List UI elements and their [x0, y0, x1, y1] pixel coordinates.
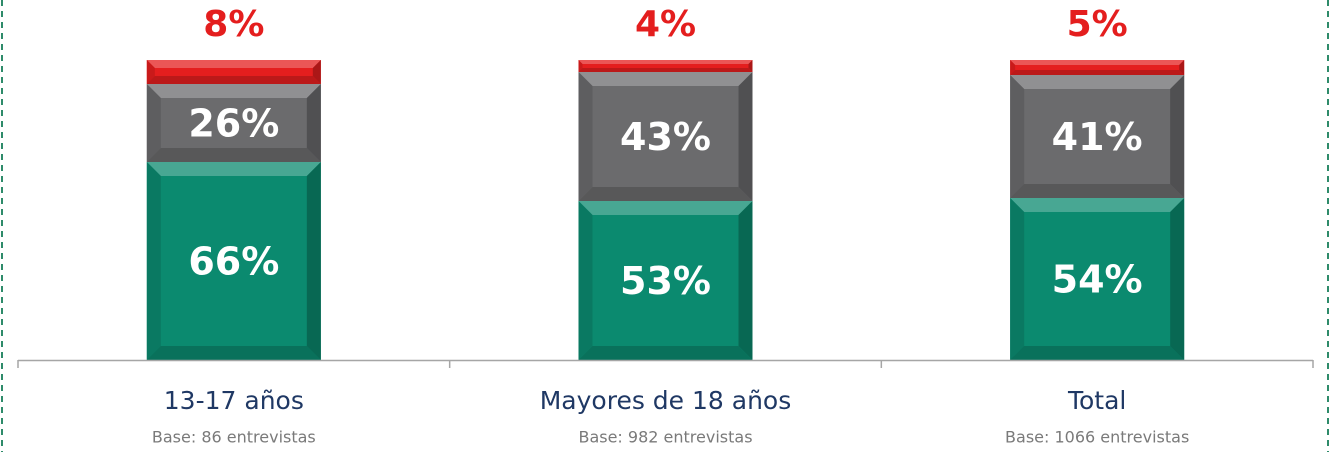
bar-bevel-left — [1010, 198, 1025, 360]
bar-segment — [1010, 75, 1185, 198]
x-tick-label: Mayores de 18 años — [540, 386, 792, 415]
bar-bevel-bottom — [146, 346, 321, 360]
data-label: 43% — [620, 115, 711, 159]
data-label: 8% — [203, 4, 264, 45]
bar-bevel-top — [578, 72, 753, 86]
bar-bevel-right — [306, 162, 321, 360]
category-note: Base: 982 entrevistas — [578, 428, 752, 447]
category-note: Base: 1066 entrevistas — [1005, 428, 1189, 447]
bar-bevel-bottom — [578, 346, 753, 360]
bar-bevel-right — [738, 201, 753, 360]
data-label: 26% — [188, 102, 279, 146]
bar-bevel-left — [146, 162, 161, 360]
bar-bevel-right — [1170, 198, 1185, 360]
bar-bevel-top — [578, 201, 753, 215]
bar-bevel-top — [578, 60, 753, 64]
bar-bevel-top — [1010, 60, 1185, 65]
bar-bevel-left — [578, 72, 593, 201]
category-note: Base: 86 entrevistas — [152, 428, 316, 447]
bar-bevel-bottom — [146, 148, 321, 162]
bar-bevel-bottom — [578, 187, 753, 201]
bar-segment — [1010, 198, 1185, 360]
x-tick-label: Total — [1067, 386, 1126, 415]
bar-bevel-bottom — [146, 76, 321, 84]
bar-segment — [146, 162, 321, 360]
bar-bevel-right — [738, 72, 753, 201]
data-label: 41% — [1052, 115, 1143, 159]
bar-bevel-bottom — [1010, 346, 1185, 360]
bar-bevel-bottom — [578, 68, 753, 72]
bar-segment — [578, 201, 753, 360]
data-label: 4% — [635, 4, 696, 45]
bar-bevel-top — [1010, 198, 1185, 212]
bar-bevel-top — [146, 60, 321, 68]
data-label: 53% — [620, 259, 711, 303]
data-label: 54% — [1052, 258, 1143, 302]
data-label: 5% — [1067, 4, 1128, 45]
bar-bevel-top — [146, 84, 321, 98]
bar-bevel-left — [1010, 75, 1025, 198]
bar-bevel-bottom — [1010, 184, 1185, 198]
bar-bevel-right — [306, 84, 321, 162]
x-tick-label: 13-17 años — [164, 386, 304, 415]
bar-segment — [578, 72, 753, 201]
bar-bevel-right — [1170, 75, 1185, 198]
bar-bevel-top — [1010, 75, 1185, 89]
bar-bevel-left — [578, 201, 593, 360]
data-label: 66% — [188, 240, 279, 284]
bar-bevel-top — [146, 162, 321, 176]
bar-bevel-bottom — [1010, 70, 1185, 75]
bar-bevel-left — [146, 84, 161, 162]
